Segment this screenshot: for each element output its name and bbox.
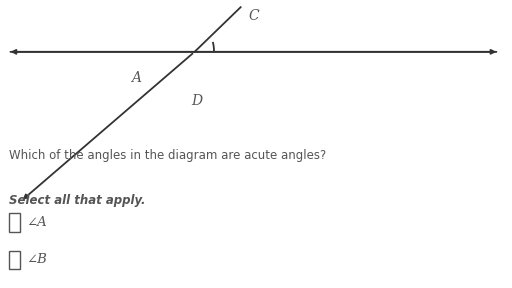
Text: C: C [248,9,259,23]
Text: Which of the angles in the diagram are acute angles?: Which of the angles in the diagram are a… [9,149,327,162]
Text: ∠A: ∠A [27,216,48,229]
Text: A: A [131,71,141,85]
Text: Select all that apply.: Select all that apply. [9,194,146,207]
Text: ∠B: ∠B [27,253,48,266]
Text: D: D [191,94,203,108]
